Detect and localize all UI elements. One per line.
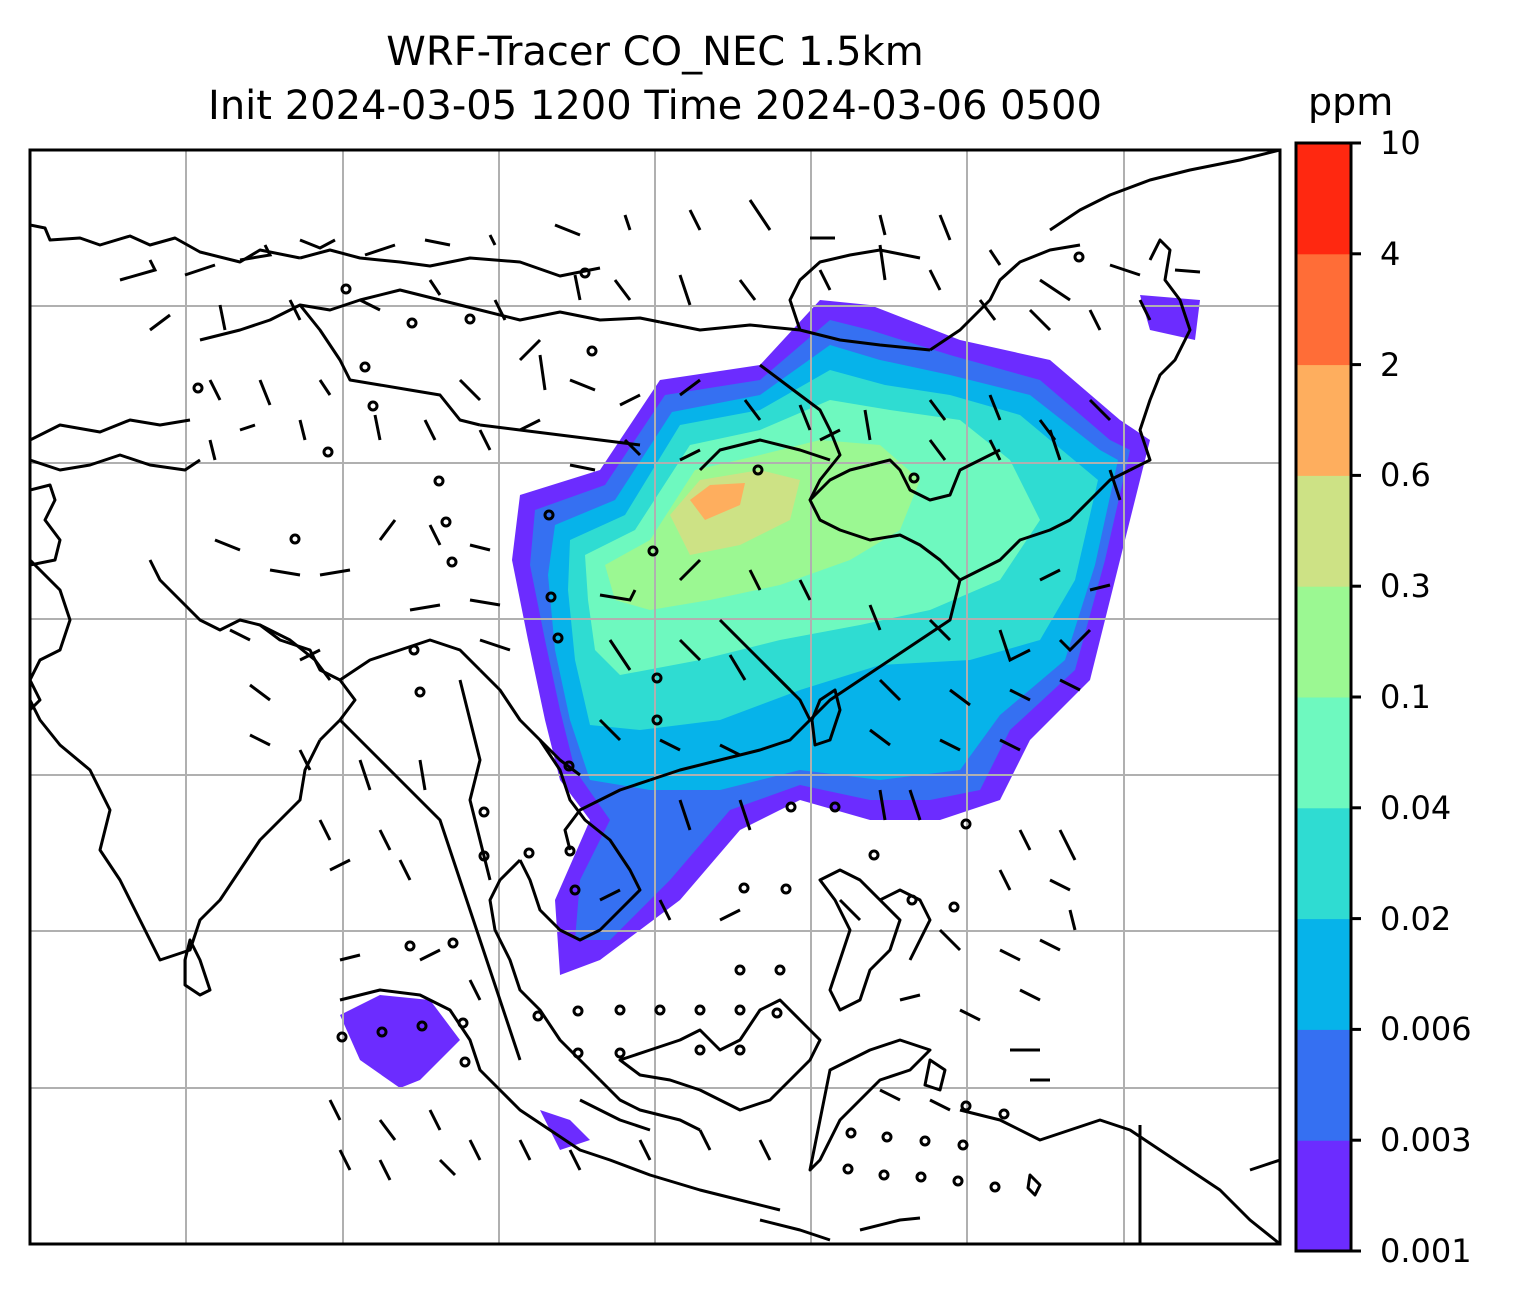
- colorbar-segment: [1296, 697, 1351, 809]
- colorbar-tick-label: 0.02: [1380, 899, 1452, 938]
- colorbar-tick-label: 10: [1380, 124, 1421, 162]
- colorbar-segment: [1296, 1140, 1351, 1252]
- coastlines-and-borders: [30, 150, 1280, 1244]
- colorbar-segment: [1296, 475, 1351, 587]
- colorbar-tick-label: 0.6: [1380, 456, 1431, 495]
- map-plot-area: [30, 150, 1280, 1244]
- colorbar-segment: [1296, 1029, 1351, 1141]
- colorbar-tick-label: 0.006: [1380, 1010, 1472, 1049]
- colorbar-tick-label: 4: [1380, 234, 1401, 273]
- calm-wind-markers: [192, 251, 1085, 1193]
- colorbar-segment: [1296, 253, 1351, 366]
- tracer-level-8: [690, 483, 745, 520]
- tracer-level-1d: [540, 1110, 590, 1150]
- map-frame: [28, 148, 1282, 1246]
- colorbar-tick-label: 0.3: [1380, 567, 1431, 606]
- colorbar-segment: [1296, 918, 1351, 1030]
- colorbar-ticks: [1351, 141, 1361, 1253]
- colorbar-segment: [1296, 143, 1351, 255]
- colorbar-tick-label: 0.003: [1380, 1121, 1472, 1160]
- colorbar-unit: ppm: [1308, 80, 1394, 124]
- colorbar-tick-label: 0.001: [1380, 1232, 1472, 1270]
- tracer-level-1c: [340, 995, 460, 1088]
- colorbar-tick-label: 0.04: [1380, 788, 1452, 827]
- colorbar-segment: [1296, 364, 1351, 476]
- colorbar-segments: [1296, 143, 1351, 1252]
- colorbar: [1294, 141, 1361, 1253]
- colorbar-segment: [1296, 586, 1351, 698]
- colorbar-segment: [1296, 807, 1351, 920]
- map-title-line1: WRF-Tracer CO_NEC 1.5km: [386, 29, 924, 75]
- wind-barbs: [119, 199, 1201, 1181]
- colorbar-tick-label: 0.1: [1380, 678, 1431, 716]
- map-title-line2: Init 2024-03-05 1200 Time 2024-03-06 050…: [208, 83, 1102, 129]
- colorbar-tick-label: 2: [1380, 345, 1401, 384]
